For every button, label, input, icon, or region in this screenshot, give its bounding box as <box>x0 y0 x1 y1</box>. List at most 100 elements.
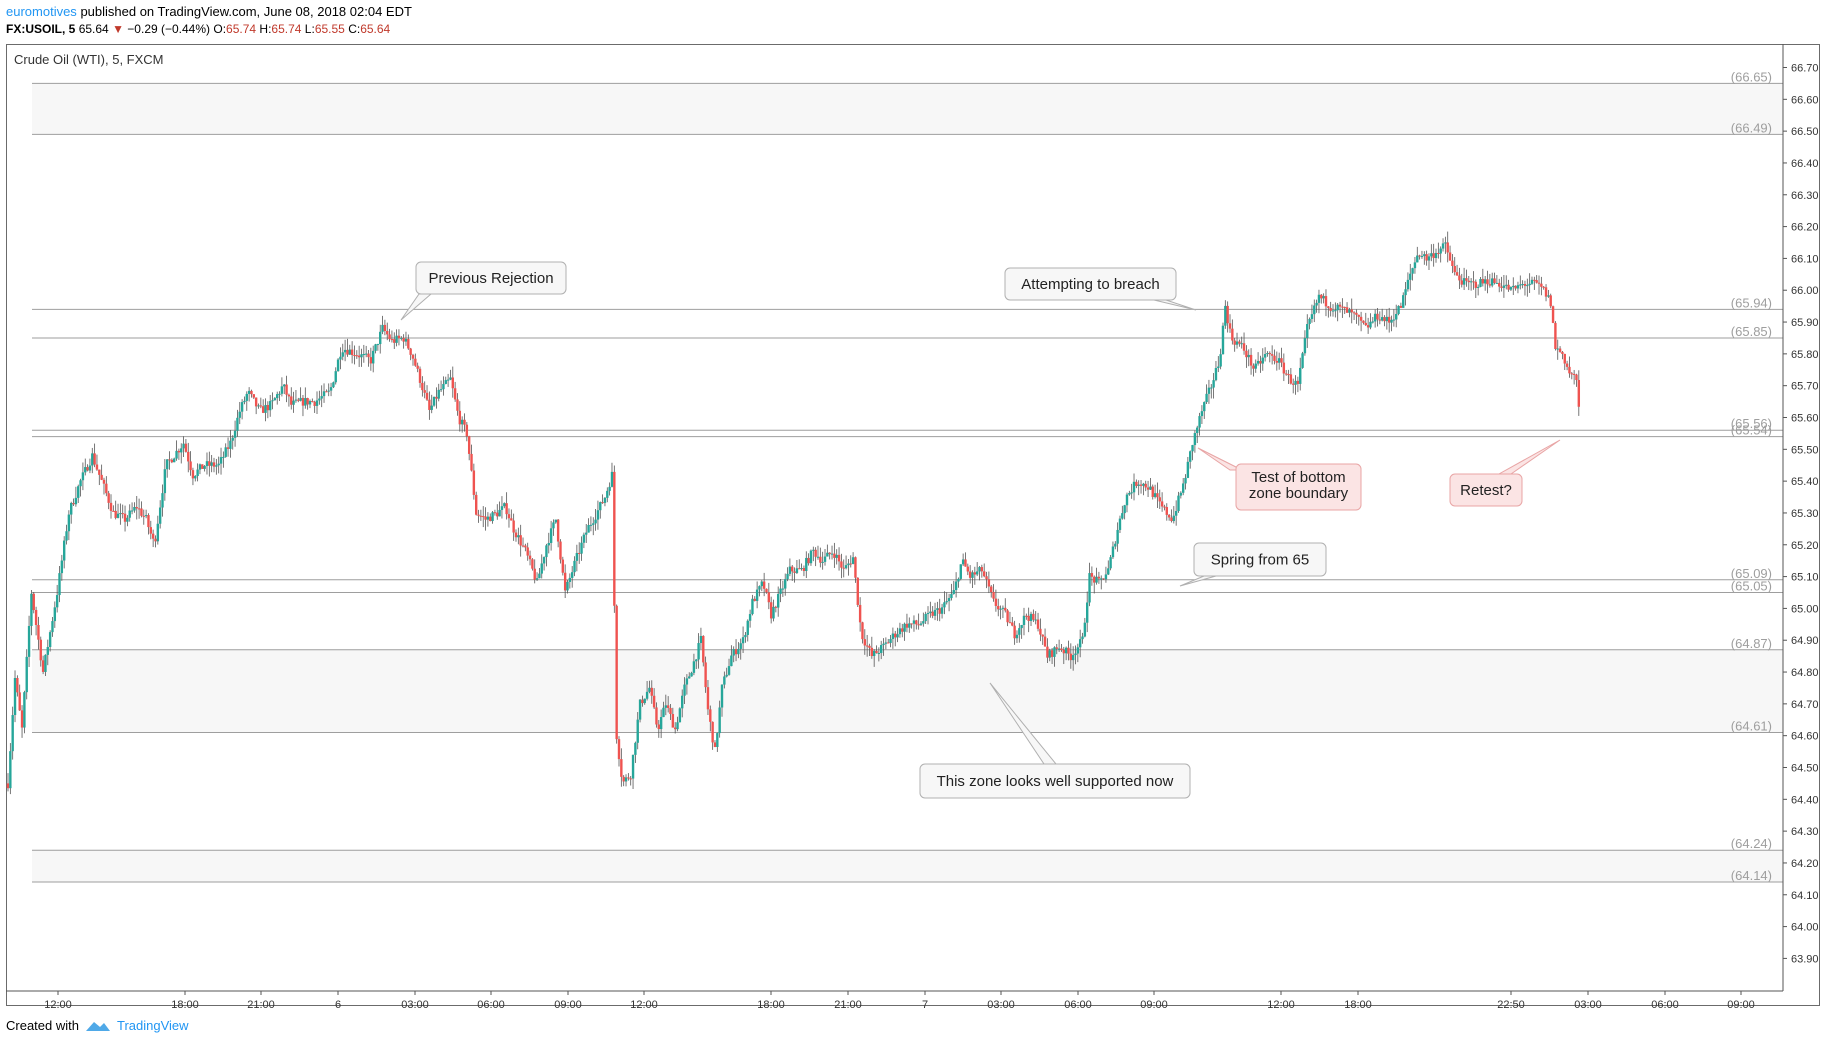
candle-body <box>1039 628 1042 635</box>
candle-body <box>343 349 347 353</box>
candle-body <box>13 677 17 716</box>
price-axis: 66.70 66.60 66.50 66.40 66.30 66.20 66.10 66.00… <box>1782 44 1819 991</box>
candle-body <box>692 661 696 673</box>
candle-body <box>531 559 534 569</box>
candle-body <box>266 404 270 411</box>
candle-body <box>1313 305 1316 315</box>
candle-body <box>678 708 682 723</box>
candle-body <box>297 399 300 401</box>
candle-body <box>1149 486 1152 490</box>
candle-body <box>482 516 485 518</box>
candle-body <box>1441 243 1445 249</box>
candle-body <box>1537 282 1541 284</box>
candle-body <box>1088 573 1091 603</box>
candle-body <box>1151 486 1154 497</box>
author-link[interactable]: euromotives <box>6 4 77 19</box>
time-tick-label: 09:00 <box>1140 999 1168 1011</box>
candle-body <box>1125 494 1129 506</box>
candle-body <box>1404 289 1407 296</box>
candle-body <box>1498 282 1501 287</box>
low-value: 65.55 <box>314 22 345 36</box>
candle-body <box>1341 306 1344 308</box>
candle-body <box>905 623 909 628</box>
candle-body <box>1174 511 1178 516</box>
candle-body <box>360 354 363 358</box>
candle-body <box>184 443 188 452</box>
candle-body <box>610 471 614 487</box>
candle-body <box>917 624 920 626</box>
candle-body <box>205 461 209 467</box>
candle-body <box>1507 284 1510 290</box>
candle-body <box>697 643 700 660</box>
candle-body <box>1521 283 1524 285</box>
price-tick-label: 65.30 <box>1791 508 1819 520</box>
candle-body <box>470 453 473 471</box>
candle-body <box>294 399 298 401</box>
price-tick-label: 64.80 <box>1791 667 1819 679</box>
candle-body <box>566 581 569 591</box>
candle-body <box>1362 320 1365 323</box>
candle-body <box>1395 313 1398 320</box>
candle-body <box>355 355 359 357</box>
candle-body <box>1139 484 1143 486</box>
candle-body <box>336 359 340 372</box>
candle-body <box>411 354 415 359</box>
candle-body <box>1289 374 1293 384</box>
candle-body <box>788 566 792 574</box>
tradingview-link[interactable]: TradingView <box>116 1018 189 1033</box>
time-tick-label: 12:00 <box>630 999 658 1011</box>
candle-body <box>570 572 574 578</box>
level-label: (64.14) <box>1731 868 1772 883</box>
callout-text: Spring from 65 <box>1211 552 1309 569</box>
candle-body <box>430 405 433 410</box>
close-label: C: <box>348 22 361 36</box>
candle-body <box>329 387 333 391</box>
candle-body <box>1207 387 1211 394</box>
candle-body <box>1109 557 1112 569</box>
price-tick-label: 64.20 <box>1791 858 1819 870</box>
candle-body <box>835 554 838 558</box>
candle-body <box>877 652 881 654</box>
candle-body <box>46 647 49 655</box>
candle-body <box>1490 278 1494 286</box>
candle-body <box>334 371 337 383</box>
candle-body <box>11 715 14 752</box>
candle-body <box>1364 322 1367 326</box>
candle-body <box>1259 360 1262 364</box>
candle-body <box>547 542 550 546</box>
candle-body <box>51 621 54 633</box>
candle-body <box>467 436 471 454</box>
candle-body <box>812 549 815 551</box>
time-tick-label: 21:00 <box>834 999 862 1011</box>
candle-body <box>460 419 464 425</box>
candle-body <box>620 759 623 777</box>
candle-body <box>924 613 927 622</box>
candle-body <box>34 610 38 625</box>
candle-body <box>1100 578 1103 580</box>
candle-body <box>519 535 522 546</box>
candle-body <box>1343 306 1346 308</box>
candle-body <box>737 648 740 655</box>
candle-body <box>1437 252 1440 254</box>
candle-body <box>753 598 756 601</box>
candle-body <box>423 390 426 393</box>
candle-body <box>1488 284 1492 286</box>
candle-body <box>769 602 773 619</box>
candle-body <box>652 695 656 708</box>
candle-body <box>1055 647 1058 649</box>
candle-body <box>62 540 66 561</box>
candle-body <box>1078 639 1082 648</box>
candle-body <box>851 557 855 564</box>
candle-body <box>226 447 230 449</box>
candle-body <box>20 710 24 728</box>
candle-body <box>315 400 319 406</box>
candle-body <box>112 510 115 512</box>
candle-body <box>826 552 829 557</box>
price-tick-label: 65.00 <box>1791 603 1819 615</box>
candle-body <box>475 494 478 515</box>
candle-body <box>1006 610 1009 623</box>
candle-body <box>189 461 192 471</box>
candle-body <box>273 398 277 401</box>
chart-frame[interactable] <box>6 44 1820 1006</box>
